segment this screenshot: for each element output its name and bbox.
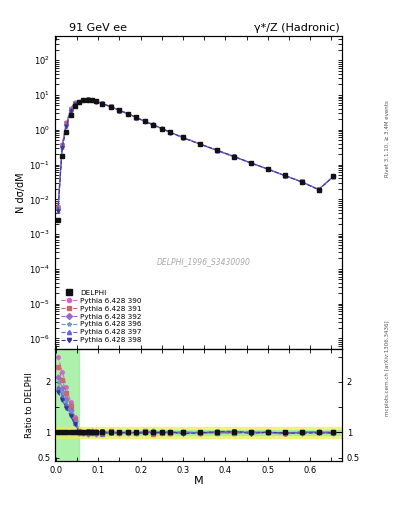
Text: DELPHI_1996_S3430090: DELPHI_1996_S3430090 (157, 257, 251, 266)
X-axis label: M: M (194, 476, 203, 486)
Legend: DELPHI, Pythia 6.428 390, Pythia 6.428 391, Pythia 6.428 392, Pythia 6.428 396, : DELPHI, Pythia 6.428 390, Pythia 6.428 3… (59, 288, 144, 346)
Text: mcplots.cern.ch [arXiv:1306.3436]: mcplots.cern.ch [arXiv:1306.3436] (385, 321, 390, 416)
Text: Rivet 3.1.10, ≥ 3.4M events: Rivet 3.1.10, ≥ 3.4M events (385, 100, 390, 177)
Y-axis label: Ratio to DELPHI: Ratio to DELPHI (25, 372, 34, 438)
Text: γ*/Z (Hadronic): γ*/Z (Hadronic) (254, 23, 340, 33)
Bar (55, 349, 79, 461)
Text: 91 GeV ee: 91 GeV ee (69, 23, 127, 33)
Y-axis label: N dσ/dM: N dσ/dM (16, 172, 26, 212)
